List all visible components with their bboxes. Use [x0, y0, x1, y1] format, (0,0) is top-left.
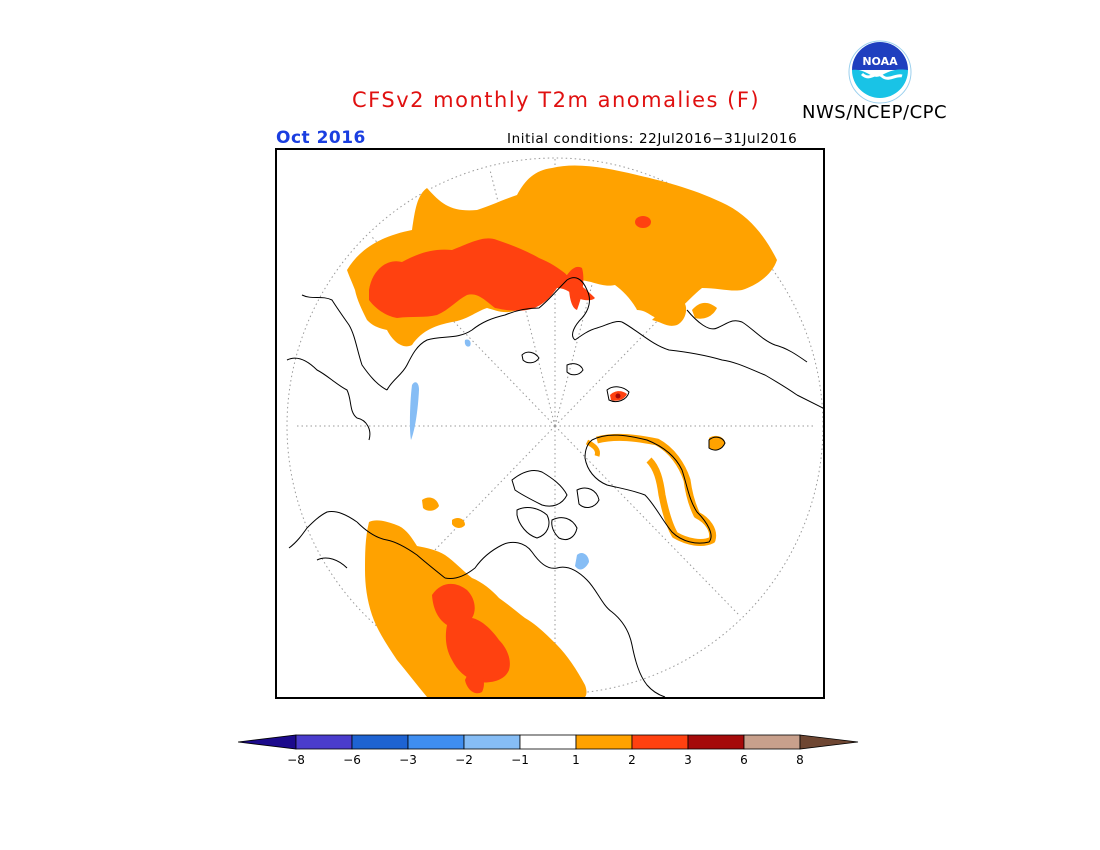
anomaly-eurasia-orange: [347, 165, 777, 347]
colorbar-swatch: [351, 734, 409, 750]
anomaly-north-america-red: [432, 583, 510, 683]
colorbar-swatch: [519, 734, 577, 750]
polar-boundary-circle: [286, 157, 823, 695]
agency-label: NWS/NCEP/CPC: [802, 102, 948, 123]
colorbar-tick-label: 1: [572, 753, 580, 767]
noaa-logo-text: NOAA: [862, 55, 898, 68]
anomaly-blue-patch: [409, 382, 419, 440]
colorbar-tick-label: −6: [343, 753, 361, 767]
colorbar-tick-label: −3: [399, 753, 417, 767]
colorbar-swatch: [743, 734, 801, 750]
colorbar-tick-label: 6: [740, 753, 748, 767]
colorbar-tick-label: 8: [796, 753, 804, 767]
colorbar-swatch: [463, 734, 521, 750]
map-panel: [275, 148, 825, 699]
colorbar-tick-label: 2: [628, 753, 636, 767]
anomaly-ne-orange: [652, 300, 687, 326]
colorbar-left-arrow: [237, 734, 297, 750]
anomaly-small-red-spot: [635, 216, 651, 228]
colorbar-tick-label: −1: [511, 753, 529, 767]
colorbar-swatch: [631, 734, 689, 750]
colorbar-tick-label: 3: [684, 753, 692, 767]
colorbar-tick-label: −8: [287, 753, 305, 767]
forecast-month: Oct 2016: [276, 128, 366, 148]
anomaly-north-america-orange: [365, 520, 587, 697]
anomaly-eurasia-red: [369, 238, 595, 318]
colorbar-swatch: [687, 734, 745, 750]
colorbar-swatch: [575, 734, 633, 750]
initial-conditions: Initial conditions: 22Jul2016−31Jul2016: [507, 131, 798, 147]
noaa-logo: NOAA: [848, 40, 912, 104]
anomaly-greenland-orange: [596, 433, 717, 546]
anomaly-scandinavia-red: [567, 266, 584, 310]
colorbar: −8 −6 −3 −2 −1 1 2 3 6 8: [237, 732, 862, 772]
colorbar-right-arrow: [799, 734, 859, 750]
chart-title: CFSv2 monthly T2m anomalies (F): [352, 88, 761, 112]
coastlines: [286, 277, 823, 697]
colorbar-swatch: [407, 734, 465, 750]
colorbar-tick-label: −2: [455, 753, 473, 767]
anomaly-iceland-orange: [709, 435, 725, 450]
colorbar-swatch: [295, 734, 353, 750]
